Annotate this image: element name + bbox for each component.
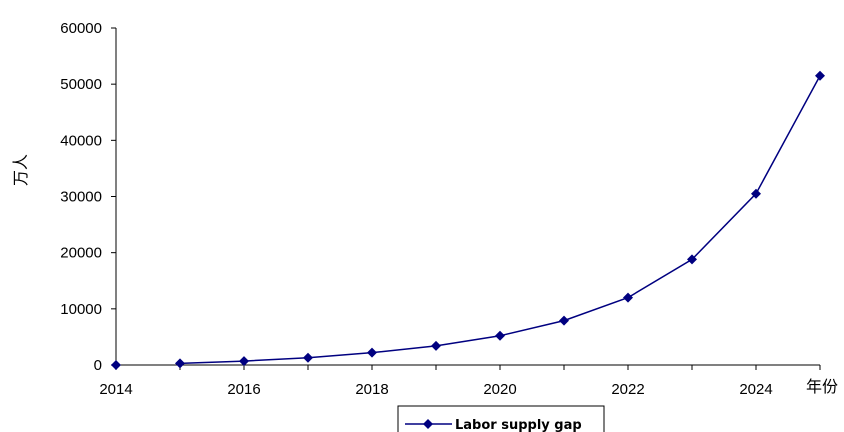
y-axis-label: 万人	[11, 154, 30, 186]
x-tick-label: 2016	[227, 381, 260, 398]
data-point-marker	[111, 360, 121, 370]
legend: Labor supply gap	[397, 405, 605, 432]
data-point-marker	[687, 254, 697, 265]
data-point-marker	[815, 70, 825, 81]
x-tick-label: 2024	[739, 381, 772, 398]
y-tick-label: 50000	[60, 76, 102, 93]
data-point-marker	[431, 340, 441, 351]
data-point-marker	[559, 315, 569, 326]
x-tick-label: 2020	[483, 381, 516, 398]
axes	[111, 27, 821, 370]
x-tick-label: 2022	[611, 381, 644, 398]
x-tick-label: 2018	[355, 381, 388, 398]
legend-label: Labor supply gap	[455, 418, 582, 432]
y-tick-label: 0	[94, 357, 102, 374]
data-point-marker	[175, 358, 185, 369]
x-tick-labels: 2014 2016 2018 2020 2022 2024	[99, 381, 772, 398]
legend-marker	[423, 419, 433, 429]
series-group	[111, 70, 825, 370]
y-tick-label: 30000	[60, 189, 102, 206]
legend-box	[397, 405, 605, 432]
y-tick-label: 10000	[60, 301, 102, 318]
x-tick-label: 2014	[99, 381, 132, 398]
y-tick-labels: 0 10000 20000 30000 40000 50000 60000	[60, 20, 102, 374]
data-point-marker	[623, 292, 633, 303]
x-axis-label: 年份	[806, 377, 838, 396]
y-tick-label: 60000	[60, 20, 102, 37]
y-tick-label: 40000	[60, 132, 102, 149]
data-point-marker	[239, 356, 249, 367]
data-point-marker	[303, 352, 313, 363]
data-point-marker	[495, 330, 505, 341]
series-line	[179, 75, 821, 365]
data-point-marker	[367, 347, 377, 358]
data-point-marker	[751, 188, 761, 199]
y-tick-label: 20000	[60, 245, 102, 262]
